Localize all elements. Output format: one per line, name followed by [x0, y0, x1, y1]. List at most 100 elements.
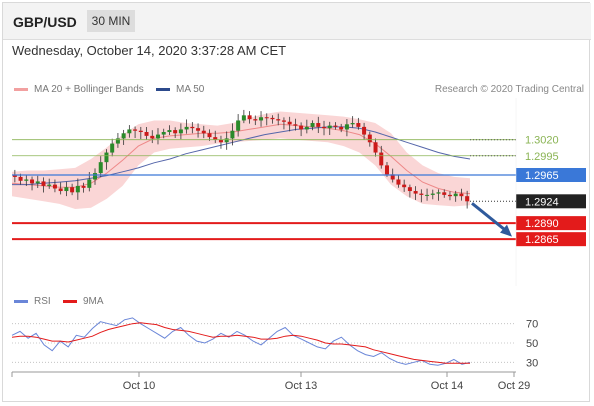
candle-body [93, 173, 98, 180]
candle-body [58, 188, 63, 192]
rsi-ma-legend-swatch [63, 300, 77, 303]
candle-body [18, 176, 23, 181]
pivot-label: 1.2965 [525, 170, 559, 182]
candle-body [362, 126, 367, 135]
candle-body [81, 185, 86, 188]
candle-body [47, 184, 52, 186]
candle-body [167, 130, 172, 133]
bb-legend-label: MA 20 + Bollinger Bands [34, 84, 144, 95]
candle-body [259, 117, 264, 121]
candle-body [236, 120, 241, 131]
support-label: 1.2865 [525, 234, 559, 246]
candle-body [413, 191, 418, 194]
candle-body [453, 193, 458, 197]
research-credit: Research © 2020 Trading Central [434, 84, 584, 95]
candle-body [379, 152, 384, 166]
candle-body [173, 130, 178, 134]
candle-body [161, 132, 166, 135]
x-tick-label: Oct 29 [498, 380, 530, 392]
candle-body [373, 142, 378, 153]
pivot-badge [516, 168, 586, 182]
symbol-label: GBP/USD [13, 14, 77, 30]
candle-body [270, 117, 275, 120]
rsi-ma-line [11, 322, 470, 364]
candle-body [322, 126, 327, 129]
candle-body [390, 174, 395, 180]
candle-body [30, 179, 35, 184]
candle-body [293, 124, 298, 126]
support-badge [516, 232, 586, 247]
candle-body [344, 124, 349, 130]
rsi-tick-label: 30 [526, 357, 538, 369]
resistance-label: 1.3020 [525, 135, 559, 147]
ma50-line [12, 126, 471, 186]
candle-body [425, 194, 430, 196]
resistance-label: 1.2995 [525, 151, 559, 163]
chart-frame: GBP/USD 30 MIN [2, 2, 591, 402]
candle-body [150, 135, 155, 139]
timeframe-badge[interactable]: 30 MIN [87, 10, 135, 32]
rsi-ma-legend-label: 9MA [83, 296, 104, 307]
candle-body [218, 139, 223, 143]
ma50-legend-label: MA 50 [176, 84, 205, 95]
current-price-label: 1.2924 [525, 196, 559, 208]
candle-body [35, 181, 40, 184]
candle-body [281, 120, 286, 122]
candle-body [384, 165, 389, 175]
candle-body [115, 138, 120, 144]
candle-body [196, 128, 201, 131]
x-tick-label: Oct 14 [431, 380, 463, 392]
candle-body [407, 187, 412, 192]
candle-body [436, 192, 441, 194]
bb-legend-swatch [14, 88, 28, 91]
candle-body [138, 130, 143, 133]
candle-body [264, 117, 269, 119]
candle-body [144, 132, 149, 136]
candle-body [430, 193, 435, 195]
rsi-line [11, 317, 471, 366]
candle-body [12, 175, 17, 177]
candle-body [155, 134, 160, 139]
candle-body [75, 185, 80, 193]
candle-body [442, 192, 447, 195]
candle-body [327, 125, 332, 129]
candle-body [178, 129, 183, 134]
current-price-badge [516, 194, 586, 209]
candle-body [87, 179, 92, 188]
candle-body [356, 123, 361, 127]
candle-body [110, 143, 115, 153]
candle-body [287, 121, 292, 125]
candle-body [190, 126, 195, 129]
x-tick-label: Oct 13 [285, 380, 317, 392]
candle-body [41, 181, 46, 186]
rsi-legend-label: RSI [34, 296, 51, 307]
candle-body [333, 125, 338, 127]
ma50-legend-swatch [156, 88, 170, 91]
candle-body [201, 130, 206, 134]
candle-body [121, 133, 126, 139]
support-label: 1.2890 [525, 218, 559, 230]
support-badge [516, 216, 586, 231]
candle-body [276, 119, 281, 121]
candle-body [304, 126, 309, 130]
x-tick-label: Oct 10 [123, 380, 155, 392]
candle-body [133, 129, 138, 131]
rsi-tick-label: 70 [526, 319, 538, 331]
rsi-tick-label: 50 [526, 338, 538, 350]
candle-body [247, 115, 252, 120]
candle-body [310, 123, 315, 127]
candle-body [64, 187, 69, 192]
candle-body [207, 133, 212, 138]
forecast-arrow-head [500, 224, 512, 237]
timestamp: Wednesday, October 14, 2020 3:37:28 AM C… [12, 43, 287, 58]
header-bar: GBP/USD 30 MIN [3, 3, 591, 40]
candle-body [241, 115, 246, 121]
candle-body [350, 123, 355, 125]
candle-body [224, 138, 229, 143]
candle-body [459, 193, 464, 197]
candle-body [396, 179, 401, 185]
candle-body [253, 119, 258, 121]
candle-body [213, 137, 218, 140]
candle-body [98, 162, 103, 174]
bollinger-band-area [12, 111, 470, 209]
